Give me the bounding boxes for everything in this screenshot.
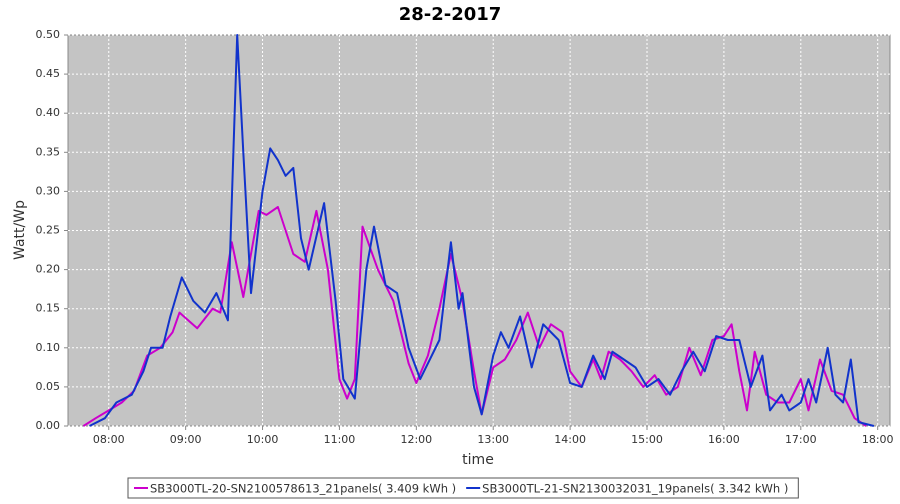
- y-tick-label: 0.50: [36, 28, 61, 41]
- plot-area: [67, 34, 891, 427]
- x-axis-label: time: [462, 452, 494, 468]
- legend-label: SB3000TL-21-SN2130032031_19panels( 3.342…: [482, 482, 788, 496]
- x-tick-label: 09:00: [170, 433, 202, 446]
- x-tick-label: 08:00: [93, 433, 125, 446]
- x-tick-label: 12:00: [400, 433, 432, 446]
- series-line: [82, 206, 867, 427]
- x-tick-label: 13:00: [477, 433, 509, 446]
- x-tick-label: 17:00: [785, 433, 817, 446]
- y-tick-label: 0.10: [36, 341, 61, 354]
- y-tick-label: 0.00: [36, 419, 61, 432]
- series-line: [89, 34, 875, 427]
- y-tick-label: 0.30: [36, 184, 61, 197]
- x-tick-label: 11:00: [324, 433, 356, 446]
- legend: SB3000TL-20-SN2100578613_21panels( 3.409…: [127, 477, 799, 499]
- y-tick-label: 0.20: [36, 263, 61, 276]
- y-tick-label: 0.45: [36, 67, 61, 80]
- x-tick-label: 15:00: [631, 433, 663, 446]
- x-tick-label: 10:00: [247, 433, 279, 446]
- y-axis-label: Watt/Wp: [12, 200, 28, 260]
- x-tick-label: 18:00: [862, 433, 894, 446]
- y-tick-label: 0.25: [36, 224, 61, 237]
- legend-box: [127, 477, 799, 499]
- y-tick-label: 0.05: [36, 380, 61, 393]
- y-tick-label: 0.15: [36, 302, 61, 315]
- y-tick-label: 0.35: [36, 145, 61, 158]
- x-tick-label: 14:00: [554, 433, 586, 446]
- x-tick-label: 16:00: [708, 433, 740, 446]
- y-tick-label: 0.40: [36, 106, 61, 119]
- chart-title: 28-2-2017: [399, 4, 502, 25]
- legend-label: SB3000TL-20-SN2100578613_21panels( 3.409…: [150, 482, 456, 496]
